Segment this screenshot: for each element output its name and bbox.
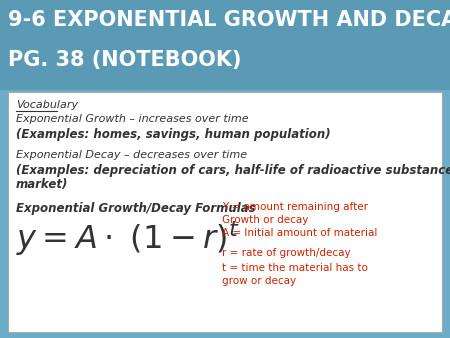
Text: $y = A\cdot\ (1 - r)^{t}$: $y = A\cdot\ (1 - r)^{t}$: [16, 218, 239, 258]
Text: Exponential Growth/Decay Formulas: Exponential Growth/Decay Formulas: [16, 202, 256, 215]
Text: r = rate of growth/decay: r = rate of growth/decay: [222, 248, 351, 258]
FancyBboxPatch shape: [8, 92, 442, 332]
Text: Vocabulary: Vocabulary: [16, 100, 78, 110]
Text: PG. 38 (NOTEBOOK): PG. 38 (NOTEBOOK): [8, 50, 242, 70]
Text: A = Initial amount of material: A = Initial amount of material: [222, 228, 378, 238]
Text: Exponential Growth – increases over time: Exponential Growth – increases over time: [16, 114, 248, 124]
Text: (Examples: homes, savings, human population): (Examples: homes, savings, human populat…: [16, 128, 331, 141]
Text: (Examples: depreciation of cars, half-life of radioactive substances, bad stock: (Examples: depreciation of cars, half-li…: [16, 164, 450, 177]
Text: Exponential Decay – decreases over time: Exponential Decay – decreases over time: [16, 150, 247, 160]
Text: t = time the material has to
grow or decay: t = time the material has to grow or dec…: [222, 263, 368, 286]
Text: market): market): [16, 178, 68, 191]
Text: 9-6 EXPONENTIAL GROWTH AND DECAY: 9-6 EXPONENTIAL GROWTH AND DECAY: [8, 10, 450, 30]
FancyBboxPatch shape: [0, 0, 450, 90]
Text: Y = amount remaining after
Growth or decay: Y = amount remaining after Growth or dec…: [222, 202, 368, 225]
